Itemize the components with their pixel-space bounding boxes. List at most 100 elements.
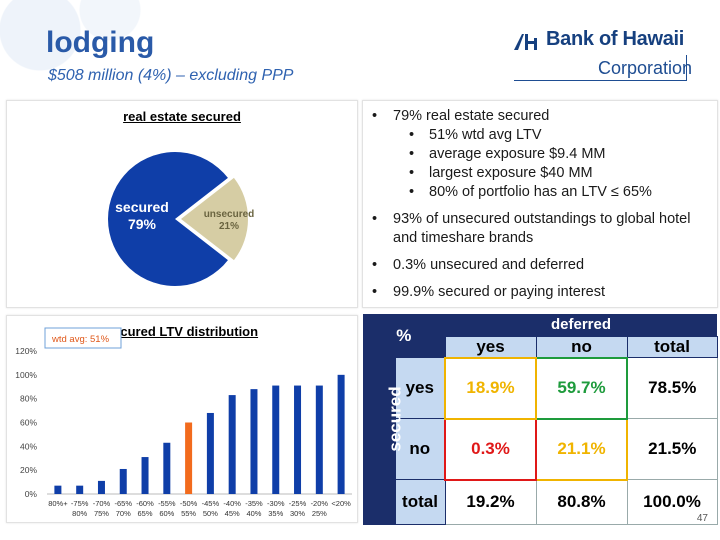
sub-bullet-item: • largest exposure $40 MM [369, 164, 709, 183]
matrix-row-total: total [394, 479, 446, 525]
bar-chart-title: secured LTV distribution [105, 324, 259, 339]
background-decoration [0, 0, 150, 110]
x-tick-label-line2: 45% [225, 509, 240, 518]
x-tick-label: -45% [202, 499, 220, 508]
wtd-avg-annotation: wtd avg: 51% [51, 334, 110, 345]
wtd-avg-annotation-box [44, 327, 122, 349]
bar-70%-75% [97, 480, 105, 494]
bar-60%-65% [141, 457, 149, 494]
bullet-text: 93% of unsecured outstandings to global … [393, 211, 691, 246]
matrix-col-no: no [535, 335, 628, 358]
bullet-marker: • [409, 165, 415, 181]
bullet-item: • 79% real estate secured [369, 107, 709, 126]
pie-slice-secured [107, 151, 228, 286]
matrix-cell-secured-no-total: 21.5% [626, 418, 718, 480]
pie-label-secured: secured [115, 199, 169, 215]
bar-35%-40% [250, 389, 258, 494]
x-tick-label: -55% [158, 499, 176, 508]
page-number: 47 [696, 513, 708, 524]
y-tick-label: 20% [20, 465, 37, 475]
bar-50%-55% [185, 422, 193, 494]
matrix-secured-label: secured [385, 385, 405, 452]
bank-logo-icon [514, 34, 537, 50]
pie-chart-panel: real estate secured secured 79% unsecure… [6, 100, 358, 308]
x-tick-label-line2: 70% [116, 509, 131, 518]
x-tick-label-line2: 25% [312, 509, 327, 518]
pie-label-unsecured: unsecured [204, 209, 255, 220]
matrix-cell-total-deferred-no: 80.8% [535, 479, 628, 525]
y-tick-label: 40% [20, 441, 37, 451]
pie-chart: secured 79% unsecured 21% [107, 151, 255, 286]
sub-bullet-item: • 51% wtd avg LTV [369, 126, 709, 145]
x-tick-label-line2: 75% [94, 509, 109, 518]
x-tick-label: -35% [245, 499, 263, 508]
bullet-marker: • [372, 211, 378, 227]
matrix-header-deferred: deferred [445, 314, 718, 336]
matrix-cell-grand-total: 100.0% [626, 479, 718, 525]
page-subtitle: $508 million (4%) – excluding PPP [48, 67, 294, 84]
matrix-cell-secured-yes-total: 78.5% [626, 357, 718, 419]
bullet-text: 79% real estate secured [393, 108, 550, 124]
pie-value-unsecured: 21% [219, 221, 239, 232]
pie-value-secured: 79% [128, 216, 157, 232]
bar-55%-60% [163, 442, 171, 494]
bar-75%-80% [76, 485, 84, 494]
matrix-cell-secured-no-deferred-no: 21.1% [535, 417, 628, 481]
bullet-text: 80% of portfolio has an LTV ≤ 65% [429, 184, 652, 200]
x-tick-label-line2: 30% [290, 509, 305, 518]
matrix-cell-secured-yes-deferred-no: 59.7% [535, 356, 628, 420]
x-tick-label-line2: 80% [72, 509, 87, 518]
bar-45%-50% [206, 412, 214, 494]
bullet-marker: • [409, 127, 415, 143]
bullet-text: 51% wtd avg LTV [429, 127, 542, 143]
logo-underline [514, 80, 686, 81]
bank-corporation: Corporation [598, 58, 693, 78]
deferral-matrix: % deferred yes no total secured yes 18.9… [363, 314, 718, 525]
y-tick-label: 120% [15, 346, 37, 356]
bullet-text: 99.9% secured or paying interest [393, 284, 605, 300]
sub-bullet-item: • average exposure $9.4 MM [369, 145, 709, 164]
y-tick-label: 100% [15, 370, 37, 380]
sub-bullet-item: • 80% of portfolio has an LTV ≤ 65% [369, 183, 709, 202]
x-tick-label: -70% [93, 499, 111, 508]
matrix-cell-secured-yes-deferred-yes: 18.9% [444, 356, 537, 420]
bar-<20% [337, 374, 345, 494]
logo-vertical-line [686, 55, 687, 81]
summary-bullet-list: • 79% real estate secured • 51% wtd avg LTV… [369, 107, 709, 302]
page-title: lodging [46, 26, 155, 59]
bank-name: Bank of Hawaii [546, 28, 685, 50]
pie-chart-title: real estate secured [123, 109, 241, 124]
summary-panel: • 79% real estate secured • 51% wtd avg LTV… [362, 100, 718, 308]
x-tick-label: -25% [289, 499, 307, 508]
matrix-cell-total-deferred-yes: 19.2% [444, 479, 537, 525]
x-tick-label-line2: 50% [203, 509, 218, 518]
x-tick-label-line2: 65% [138, 509, 153, 518]
bullet-marker: • [372, 284, 378, 300]
x-tick-label: -65% [114, 499, 132, 508]
y-tick-label: 80% [20, 394, 37, 404]
bullet-marker: • [372, 257, 378, 273]
x-tick-label: -20% [311, 499, 329, 508]
bar-30%-35% [272, 385, 280, 494]
x-tick-label: -75% [71, 499, 89, 508]
bank-logo: Bank of Hawaii Corporation [510, 28, 700, 84]
x-tick-label-line2: 40% [246, 509, 261, 518]
x-tick-label-line2: 60% [159, 509, 174, 518]
x-tick-label-line2: 55% [181, 509, 196, 518]
bullet-item: • 99.9% secured or paying interest [369, 283, 709, 302]
bullet-text: average exposure $9.4 MM [429, 146, 606, 162]
bullet-marker: • [409, 146, 415, 162]
bar-20%-25% [315, 385, 323, 494]
x-tick-label: -30% [267, 499, 285, 508]
matrix-corner: % [363, 314, 445, 358]
x-tick-label: -60% [136, 499, 154, 508]
bar-25%-30% [294, 385, 302, 494]
bullet-text: 0.3% unsecured and deferred [393, 257, 585, 273]
y-tick-label: 60% [20, 418, 37, 428]
bar-chart-panel: secured LTV distribution wtd avg: 51% 0%… [6, 315, 358, 523]
bar-chart: wtd avg: 51% 0%20%40%60%80%100%120%80%+ -… [15, 327, 352, 518]
matrix-row-no: no [394, 418, 446, 480]
x-tick-label-line2: 35% [268, 509, 283, 518]
y-tick-label: 0% [25, 489, 38, 499]
matrix-header-secured: secured [363, 357, 405, 480]
